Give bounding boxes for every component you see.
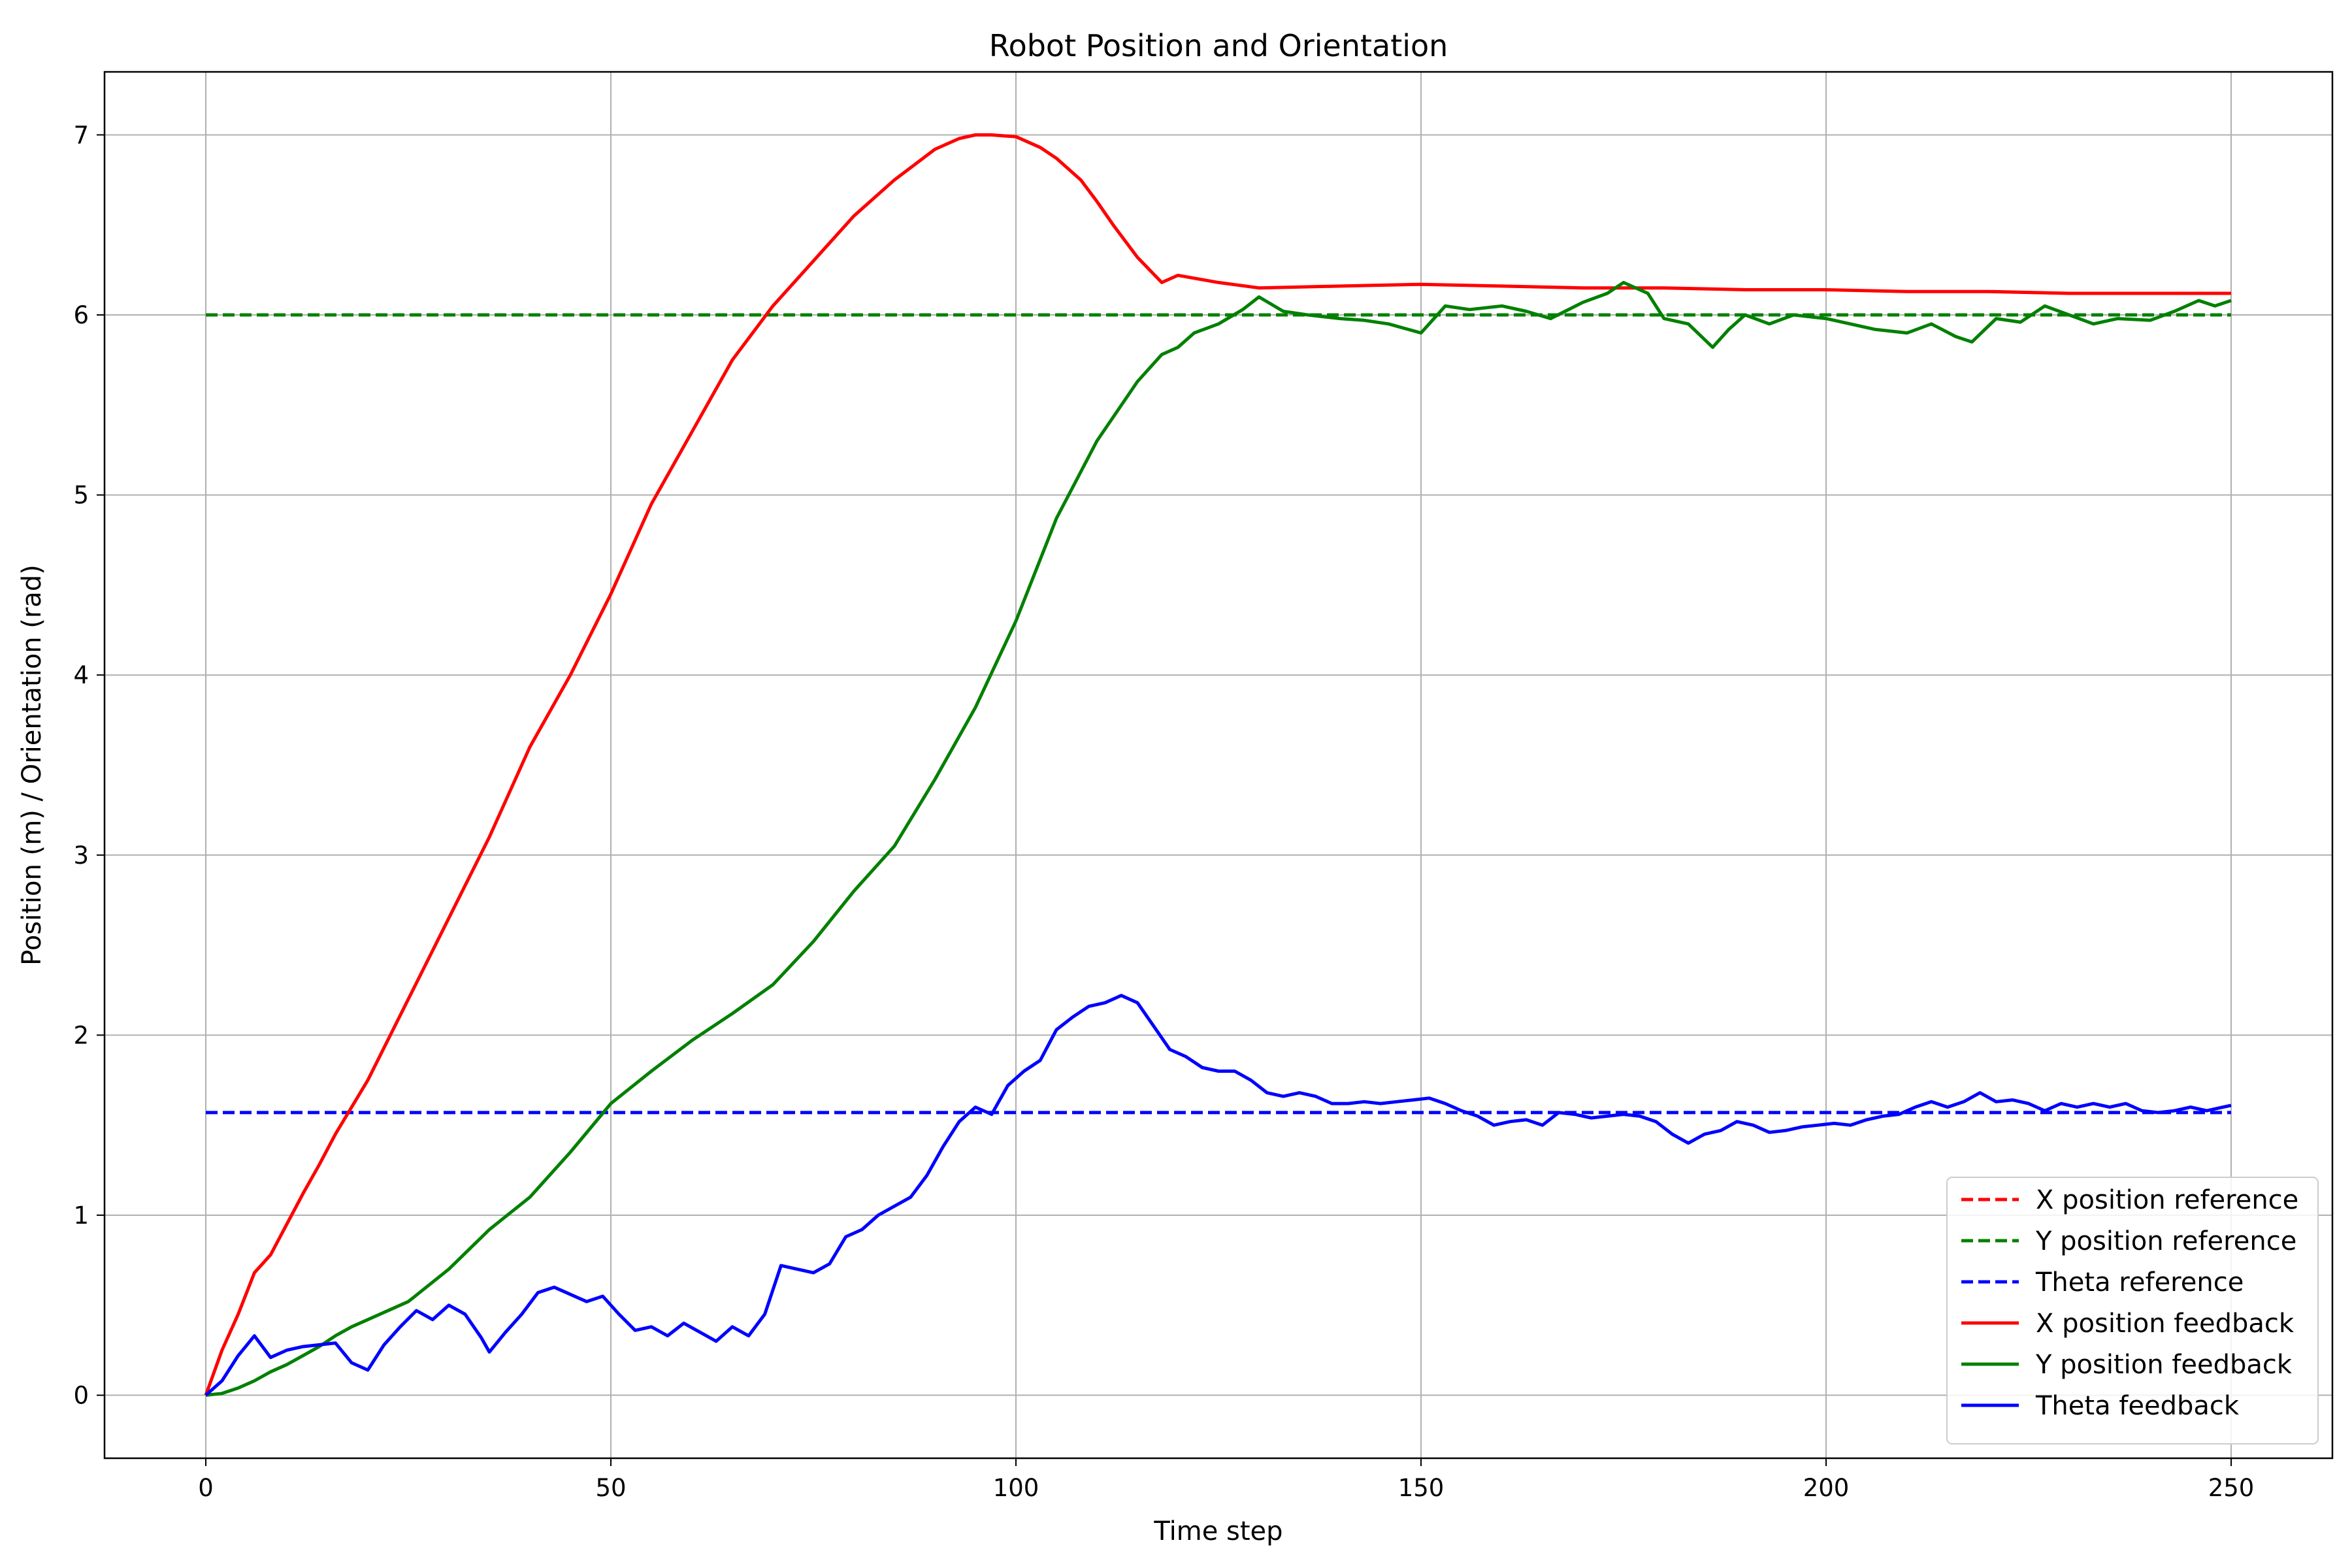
x-tick-label: 50	[595, 1474, 626, 1502]
series-lines	[204, 133, 2232, 1397]
legend-label: Theta reference	[2035, 1267, 2244, 1298]
x-tick-label: 250	[2208, 1474, 2255, 1502]
series-line-3	[204, 133, 2231, 1396]
y-tick-label: 6	[73, 301, 89, 329]
legend-box	[1946, 1177, 2319, 1445]
series-line-4	[205, 280, 2232, 1397]
legend-label: Y position reference	[2035, 1226, 2296, 1256]
y-tick-label: 3	[73, 841, 89, 870]
grid-lines	[105, 72, 2332, 1458]
y-tick-label: 1	[73, 1201, 89, 1230]
x-tick-label: 0	[198, 1474, 214, 1502]
y-tick-label: 0	[73, 1382, 89, 1410]
legend-label: Theta feedback	[2035, 1391, 2240, 1421]
x-tick-label: 150	[1398, 1474, 1445, 1502]
x-tick-label: 200	[1803, 1474, 1850, 1502]
axis-ticks: 0 50 100 150 200 250 0 1 2 3 4 5 6 7	[73, 121, 2254, 1502]
y-tick-label: 7	[73, 121, 89, 149]
legend-label: X position reference	[2036, 1185, 2298, 1215]
x-axis-label: Time step	[1153, 1516, 1282, 1546]
y-tick-label: 4	[73, 661, 89, 689]
legend-label: Y position feedback	[2035, 1350, 2293, 1380]
x-tick-label: 100	[993, 1474, 1039, 1502]
y-tick-label: 5	[73, 482, 89, 510]
axes-frame	[103, 71, 2334, 1460]
legend-label: X position feedback	[2036, 1309, 2295, 1339]
y-axis-label: Position (m) / Orientation (rad)	[17, 564, 47, 966]
chart-title: Robot Position and Orientation	[989, 28, 1448, 63]
legend: X position reference Y position reference…	[1946, 1177, 2319, 1445]
y-tick-label: 2	[73, 1021, 89, 1049]
series-line-5	[204, 994, 2232, 1397]
